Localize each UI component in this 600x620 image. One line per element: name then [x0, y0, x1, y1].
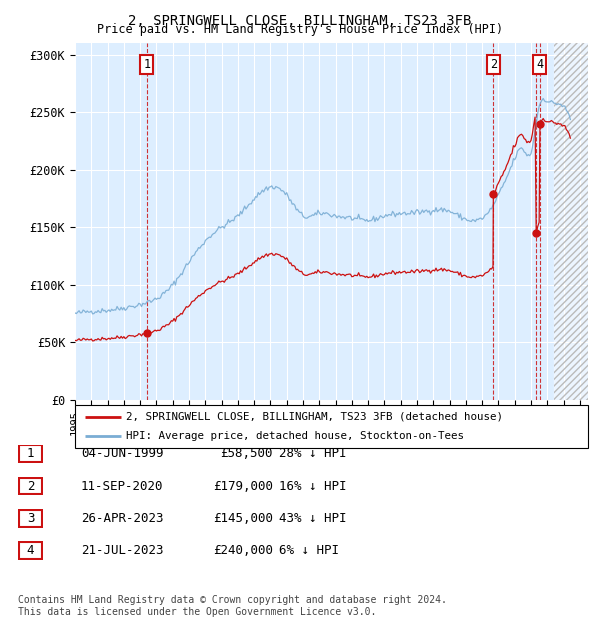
Text: £145,000: £145,000	[213, 512, 273, 525]
Text: HPI: Average price, detached house, Stockton-on-Tees: HPI: Average price, detached house, Stoc…	[127, 432, 464, 441]
Text: 1: 1	[27, 448, 34, 460]
Text: 11-SEP-2020: 11-SEP-2020	[81, 480, 163, 492]
Text: 4: 4	[27, 544, 34, 557]
Text: 26-APR-2023: 26-APR-2023	[81, 512, 163, 525]
Text: £58,500: £58,500	[221, 448, 273, 460]
Text: 3: 3	[27, 512, 34, 525]
Text: £179,000: £179,000	[213, 480, 273, 492]
Text: 6% ↓ HPI: 6% ↓ HPI	[279, 544, 339, 557]
Text: 4: 4	[536, 58, 544, 71]
Text: 1: 1	[143, 58, 151, 71]
Bar	[554, 43, 600, 400]
Text: 04-JUN-1999: 04-JUN-1999	[81, 448, 163, 460]
Text: 2: 2	[27, 480, 34, 492]
Text: 43% ↓ HPI: 43% ↓ HPI	[279, 512, 347, 525]
Text: Contains HM Land Registry data © Crown copyright and database right 2024.
This d: Contains HM Land Registry data © Crown c…	[18, 595, 447, 617]
Text: 16% ↓ HPI: 16% ↓ HPI	[279, 480, 347, 492]
Text: 28% ↓ HPI: 28% ↓ HPI	[279, 448, 347, 460]
Text: 2, SPRINGWELL CLOSE, BILLINGHAM, TS23 3FB: 2, SPRINGWELL CLOSE, BILLINGHAM, TS23 3F…	[128, 14, 472, 28]
Text: 2, SPRINGWELL CLOSE, BILLINGHAM, TS23 3FB (detached house): 2, SPRINGWELL CLOSE, BILLINGHAM, TS23 3F…	[127, 412, 503, 422]
Bar	[554, 43, 600, 400]
Text: 21-JUL-2023: 21-JUL-2023	[81, 544, 163, 557]
Text: £240,000: £240,000	[213, 544, 273, 557]
Text: Price paid vs. HM Land Registry's House Price Index (HPI): Price paid vs. HM Land Registry's House …	[97, 23, 503, 36]
Text: 2: 2	[490, 58, 497, 71]
